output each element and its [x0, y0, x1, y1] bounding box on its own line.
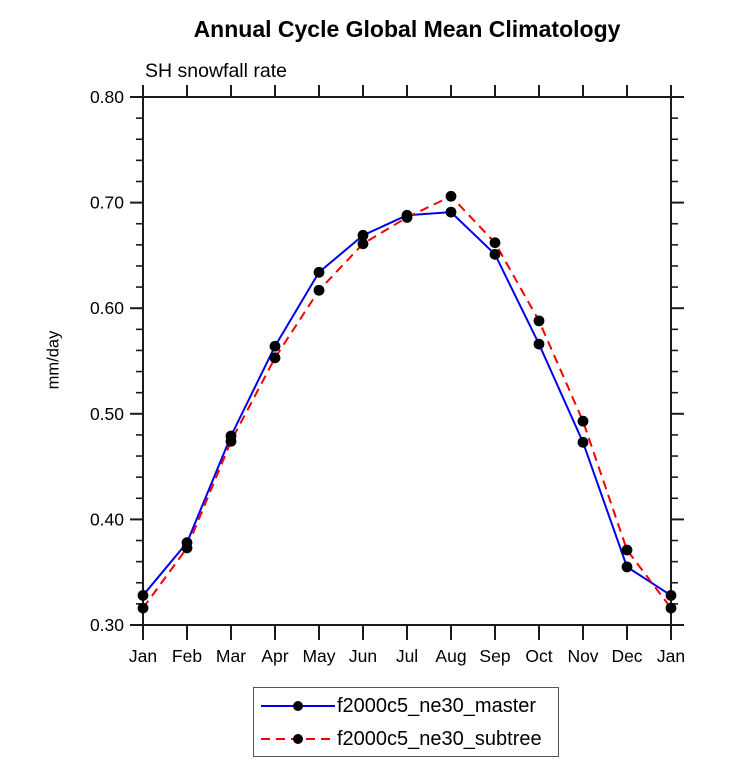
x-tick-label: Oct — [525, 646, 552, 666]
data-point-marker — [269, 340, 281, 352]
data-point-marker — [621, 544, 633, 556]
y-tick-label: 0.30 — [90, 615, 124, 635]
data-point-marker — [665, 590, 677, 601]
data-point-marker — [269, 352, 281, 364]
x-tick-label: Dec — [611, 646, 642, 666]
x-tick-label: Jul — [396, 646, 418, 666]
data-point-marker — [137, 602, 149, 614]
y-tick-label: 0.80 — [90, 87, 124, 107]
x-tick-label: Jan — [657, 646, 685, 666]
legend-marker — [293, 700, 303, 711]
legend-line-sample — [261, 733, 335, 744]
legend-label: f2000c5_ne30_master — [337, 694, 537, 717]
x-tick-label: Sep — [479, 646, 510, 666]
y-tick-label: 0.60 — [90, 298, 124, 318]
data-point-marker — [533, 338, 545, 350]
data-point-marker — [533, 315, 545, 327]
x-tick-label: Nov — [567, 646, 598, 666]
data-point-marker — [181, 542, 193, 554]
x-tick-label: Feb — [172, 646, 202, 666]
data-point-marker — [357, 238, 369, 250]
data-point-marker — [313, 284, 325, 296]
data-point-marker — [313, 266, 325, 278]
legend-marker — [293, 733, 303, 744]
series-line-f2000c5_ne30_master — [142, 211, 672, 597]
legend-line-sample — [261, 700, 335, 711]
data-point-marker — [577, 436, 589, 448]
x-tick-label: May — [302, 646, 335, 666]
data-point-marker — [489, 237, 501, 249]
data-point-marker — [401, 211, 413, 223]
legend-label: f2000c5_ne30_subtree — [337, 727, 542, 750]
y-tick-label: 0.50 — [90, 404, 124, 424]
x-tick-label: Jun — [349, 646, 377, 666]
data-point-marker — [225, 435, 237, 447]
data-point-marker — [665, 602, 677, 614]
x-tick-label: Mar — [216, 646, 246, 666]
chart-subtitle: SH snowfall rate — [145, 60, 287, 82]
x-tick-label: Apr — [261, 646, 288, 666]
data-point-marker — [577, 415, 589, 427]
legend-item: f2000c5_ne30_master — [254, 689, 558, 722]
y-tick-label: 0.70 — [90, 193, 124, 213]
legend-item: f2000c5_ne30_subtree — [254, 722, 558, 755]
x-tick-label: Aug — [435, 646, 466, 666]
data-point-marker — [489, 248, 501, 260]
data-point-marker — [445, 190, 457, 202]
data-point-marker — [137, 590, 149, 601]
data-point-marker — [621, 561, 633, 573]
x-tick-label: Jan — [129, 646, 157, 666]
data-point-marker — [357, 229, 369, 241]
data-point-marker — [445, 206, 457, 218]
legend: f2000c5_ne30_master f2000c5_ne30_subtree — [253, 687, 559, 757]
y-tick-label: 0.40 — [90, 509, 124, 529]
chart-title: Annual Cycle Global Mean Climatology — [193, 16, 621, 42]
series-line-f2000c5_ne30_subtree — [142, 195, 672, 609]
